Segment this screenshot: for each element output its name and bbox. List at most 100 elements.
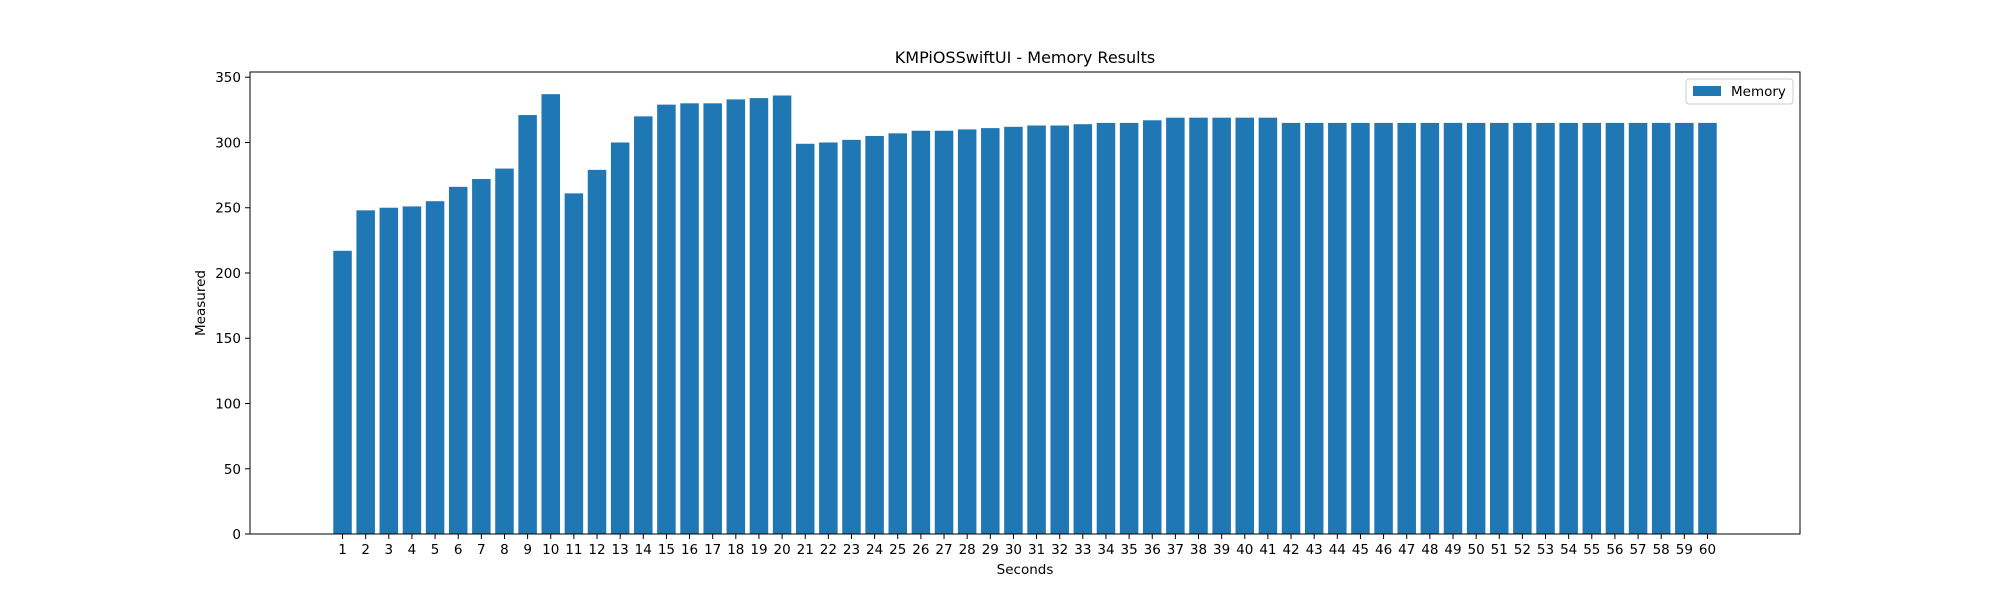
x-axis-label: Seconds (997, 562, 1054, 578)
x-tick-label: 37 (1167, 542, 1184, 558)
x-tick-label: 59 (1676, 542, 1693, 558)
x-tick-label: 5 (431, 542, 440, 558)
x-tick-label: 40 (1236, 542, 1253, 558)
bar-second-31 (1027, 125, 1046, 534)
bar-second-36 (1142, 120, 1162, 534)
bar-second-7 (472, 179, 491, 534)
bar-second-20 (772, 95, 792, 535)
x-tick-label: 53 (1537, 542, 1554, 558)
bar-second-51 (1490, 122, 1509, 535)
bar-second-53 (1536, 122, 1555, 535)
bar-second-43 (1304, 122, 1324, 535)
bar-second-12 (587, 169, 607, 534)
x-tick-label: 33 (1074, 542, 1091, 558)
x-tick-label: 28 (959, 542, 976, 558)
bar-second-14 (634, 116, 653, 535)
bar-second-18 (726, 99, 746, 534)
bar-second-4 (402, 206, 422, 535)
x-tick-label: 20 (773, 542, 790, 558)
bar-second-59 (1675, 122, 1694, 535)
x-tick-label: 26 (912, 542, 929, 558)
bar-second-19 (749, 98, 769, 534)
y-tick-label: 300 (215, 135, 241, 151)
x-tick-label: 58 (1653, 542, 1670, 558)
x-tick-label: 23 (843, 542, 860, 558)
bar-second-2 (356, 210, 375, 534)
bar-second-39 (1212, 117, 1231, 535)
y-tick-label: 350 (215, 70, 241, 86)
x-tick-label: 21 (797, 542, 814, 558)
bar-second-57 (1628, 122, 1648, 535)
x-tick-label: 52 (1514, 542, 1531, 558)
legend-swatch-memory (1693, 86, 1721, 96)
bar-second-49 (1443, 122, 1463, 535)
x-tick-label: 32 (1051, 542, 1068, 558)
x-tick-label: 50 (1468, 542, 1485, 558)
x-tick-label: 51 (1491, 542, 1508, 558)
bar-second-28 (957, 129, 977, 535)
plot-area-frame (249, 71, 1801, 535)
bar-second-33 (1073, 124, 1093, 534)
bar-second-26 (911, 130, 931, 535)
y-tick-label: 50 (224, 462, 241, 478)
bar-second-34 (1096, 122, 1116, 535)
bar-second-8 (495, 168, 514, 534)
x-tick-label: 4 (408, 542, 417, 558)
x-tick-label: 16 (681, 542, 698, 558)
chart-title: KMPiOSSwiftUI - Memory Results (895, 48, 1155, 67)
x-tick-label: 8 (500, 542, 509, 558)
bar-second-9 (518, 115, 537, 534)
x-tick-label: 6 (454, 542, 463, 558)
bar-second-5 (425, 201, 445, 534)
bar-second-11 (564, 193, 584, 534)
x-tick-label: 46 (1375, 542, 1392, 558)
bar-second-1 (333, 250, 352, 535)
legend-box (1685, 78, 1794, 105)
x-tick-label: 13 (612, 542, 629, 558)
bar-second-21 (795, 143, 815, 534)
x-tick-label: 2 (361, 542, 370, 558)
legend: Memory (1685, 78, 1794, 105)
bar-second-52 (1513, 122, 1532, 535)
x-tick-label: 45 (1352, 542, 1369, 558)
x-tick-label: 17 (704, 542, 721, 558)
bar-second-58 (1651, 122, 1671, 535)
bar-second-47 (1397, 122, 1416, 535)
bar-second-16 (680, 103, 699, 534)
bar-second-30 (1004, 126, 1023, 534)
x-tick-label: 1 (338, 542, 347, 558)
x-tick-label: 55 (1583, 542, 1600, 558)
x-tick-label: 48 (1421, 542, 1438, 558)
bar-second-22 (819, 142, 838, 534)
x-axis-ticks: 1 2 3 4 5 6 7 8 9 10 11 12 13 14 15 16 17 18 19 20 21 22 23 24 2… (338, 534, 1716, 558)
x-tick-label: 47 (1398, 542, 1415, 558)
x-tick-label: 57 (1629, 542, 1646, 558)
x-tick-label: 34 (1097, 542, 1114, 558)
x-tick-label: 19 (750, 542, 767, 558)
y-tick-label: 100 (215, 396, 241, 412)
y-tick-label: 150 (215, 331, 241, 347)
y-axis-ticks: 0 50 100 150 200 250 300 350 (215, 70, 250, 543)
bars-group (333, 94, 1717, 535)
bar-second-6 (448, 186, 468, 534)
bar-second-15 (657, 104, 676, 534)
x-tick-label: 25 (889, 542, 906, 558)
bar-second-29 (981, 128, 1000, 534)
bar-second-38 (1189, 117, 1208, 535)
x-tick-label: 31 (1028, 542, 1045, 558)
bar-second-37 (1166, 117, 1185, 535)
bar-second-60 (1698, 122, 1717, 535)
bar-second-17 (703, 103, 722, 534)
x-tick-label: 41 (1259, 542, 1276, 558)
x-tick-label: 44 (1329, 542, 1346, 558)
x-tick-label: 3 (385, 542, 394, 558)
bar-second-3 (379, 207, 399, 535)
legend-label-memory: Memory (1731, 84, 1786, 100)
x-tick-label: 7 (477, 542, 486, 558)
x-tick-label: 30 (1005, 542, 1022, 558)
x-tick-label: 10 (542, 542, 559, 558)
bar-second-10 (541, 94, 560, 534)
x-tick-label: 12 (588, 542, 605, 558)
